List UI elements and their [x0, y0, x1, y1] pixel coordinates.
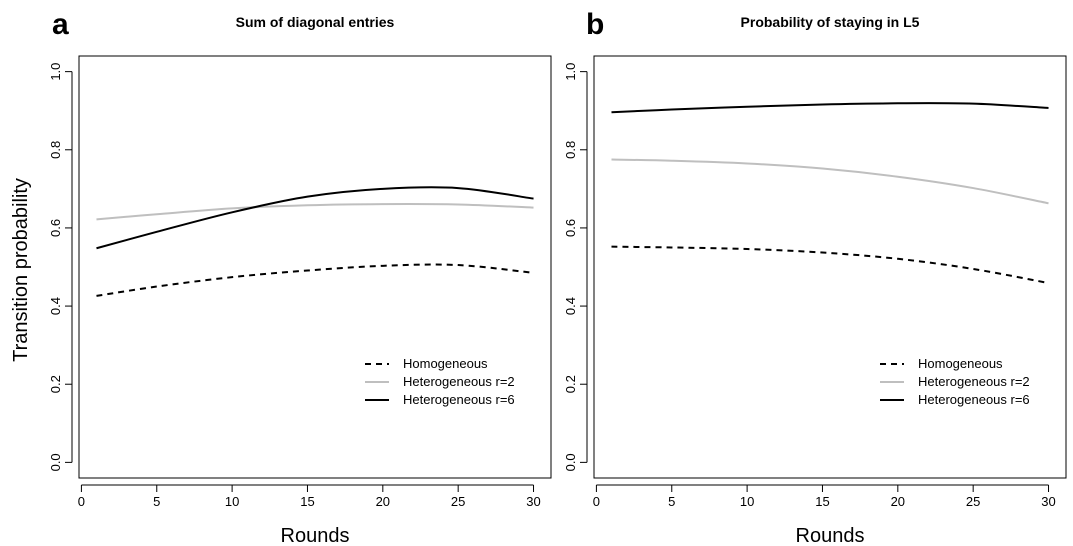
y-tick-label: 0.6: [563, 219, 578, 237]
series-line-heterogeneous-r-6: [611, 102, 1049, 114]
y-tick-label: 0.6: [48, 219, 63, 237]
legend: Homogeneous Heterogeneous r=2 Heterogeneou…: [365, 356, 515, 407]
y-tick-label: 0.8: [48, 141, 63, 159]
y-tick-label: 0.2: [563, 375, 578, 393]
legend-label: Heterogeneous r=6: [403, 392, 515, 407]
legend: Homogeneous Heterogeneous r=2 Heterogeneou…: [880, 356, 1030, 407]
series-line-homogeneous: [611, 245, 1049, 285]
plot-frame: [78, 55, 552, 479]
series-line-homogeneous: [96, 263, 534, 297]
legend-label: Homogeneous: [403, 356, 488, 371]
y-tick-label: 0.4: [48, 297, 63, 315]
x-tick-label: 20: [376, 494, 390, 509]
chart-title: Probability of staying in L5: [741, 14, 920, 30]
x-axis-label: Rounds: [281, 525, 350, 546]
y-axis-label: Transition probability: [10, 178, 32, 362]
x-axis-label: Rounds: [796, 525, 865, 546]
x-tick-label: 30: [1041, 494, 1055, 509]
legend-label: Heterogeneous r=2: [403, 374, 515, 389]
x-tick-label: 30: [526, 494, 540, 509]
x-tick-label: 5: [153, 494, 160, 509]
x-tick-label: 15: [300, 494, 314, 509]
y-tick-label: 0.4: [563, 297, 578, 315]
legend-label: Heterogeneous r=6: [918, 392, 1030, 407]
y-tick-label: 1.0: [563, 63, 578, 81]
y-tick-label: 0.0: [563, 453, 578, 471]
x-tick-label: 25: [451, 494, 465, 509]
x-tick-label: 5: [668, 494, 675, 509]
y-tick-label: 0.0: [48, 453, 63, 471]
x-tick-label: 25: [966, 494, 980, 509]
y-tick-label: 1.0: [48, 63, 63, 81]
panel-letter: b: [586, 8, 604, 41]
chart-panel-b: b Probability of staying in L5 0 5 10 15 20 25 3…: [563, 8, 1067, 546]
legend-label: Heterogeneous r=2: [918, 374, 1030, 389]
series-line-heterogeneous-r-2: [96, 203, 534, 221]
plot-frame: [593, 55, 1067, 479]
series-line-heterogeneous-r-2: [611, 158, 1049, 205]
x-tick-label: 15: [815, 494, 829, 509]
y-tick-label: 0.8: [563, 141, 578, 159]
series-line-heterogeneous-r-6: [96, 186, 534, 250]
x-tick-label: 0: [78, 494, 85, 509]
x-tick-label: 20: [891, 494, 905, 509]
panel-letter: a: [52, 8, 69, 41]
x-tick-label: 0: [593, 494, 600, 509]
chart-panel-a: a Sum of diagonal entries 0 5 10 15 20 25 30 Roun…: [48, 8, 552, 546]
chart-title: Sum of diagonal entries: [236, 14, 395, 30]
legend-label: Homogeneous: [918, 356, 1003, 371]
x-tick-label: 10: [740, 494, 754, 509]
x-tick-label: 10: [225, 494, 239, 509]
y-tick-label: 0.2: [48, 375, 63, 393]
